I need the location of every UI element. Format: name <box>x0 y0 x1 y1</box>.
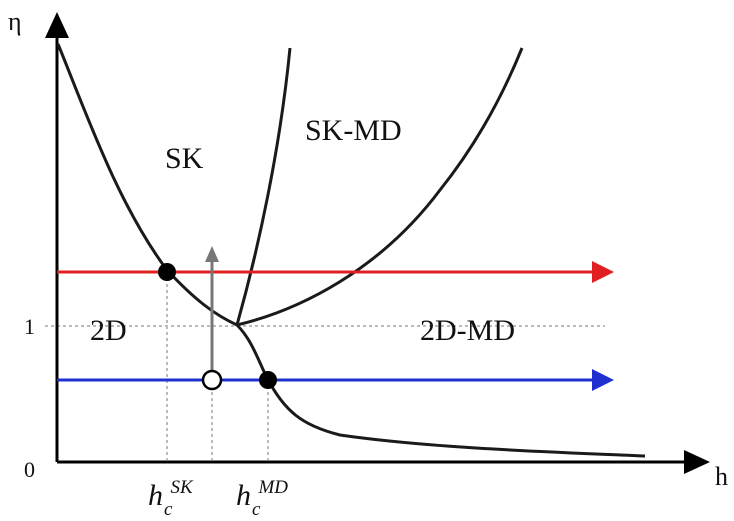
y-tick-1: 1 <box>24 314 35 339</box>
md-boundary-curve <box>235 47 292 326</box>
x-axis-arrowhead <box>684 450 710 474</box>
h-c-sk-label: hcSK <box>148 477 194 520</box>
vertical-transition-arrow <box>205 246 219 370</box>
y-axis-label: η <box>8 7 22 36</box>
origin-label: 0 <box>24 457 35 482</box>
sk-boundary-curve <box>56 43 646 458</box>
critical-point-sk <box>158 263 176 281</box>
axes <box>45 12 710 474</box>
region-2d: 2D <box>90 314 127 347</box>
y-axis-arrowhead <box>45 12 69 38</box>
sk-md-boundary-curve <box>236 47 524 327</box>
x-axis-label: h <box>715 462 728 491</box>
lower-sweep-arrow <box>57 369 614 391</box>
open-point <box>201 369 223 391</box>
critical-point-md <box>259 371 277 389</box>
upper-sweep-arrow <box>57 261 614 283</box>
region-2d-md: 2D-MD <box>420 314 515 347</box>
phase-boundaries <box>56 43 646 458</box>
region-sk-md: SK-MD <box>305 114 402 147</box>
region-sk: SK <box>165 142 204 175</box>
h-c-md-label: hcMD <box>236 477 288 520</box>
